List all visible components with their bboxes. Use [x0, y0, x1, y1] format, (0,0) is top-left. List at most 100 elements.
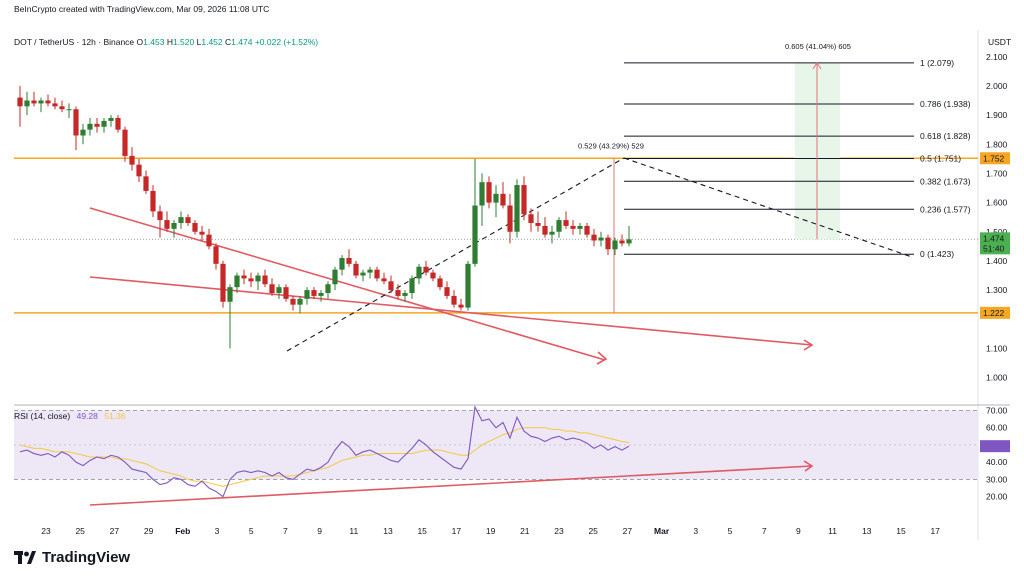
candle-body	[486, 182, 492, 203]
candle-body	[514, 185, 520, 232]
candle-body	[17, 97, 23, 107]
symbol-name[interactable]: DOT / TetherUS · 12h · Binance	[14, 37, 135, 47]
date-tick-label: 5	[728, 526, 733, 536]
candle-body	[101, 120, 107, 127]
date-tick-label: 3	[693, 526, 698, 536]
candle-body	[542, 225, 548, 235]
rsi-tick-label: 60.00	[986, 423, 1008, 433]
date-tick-label: 9	[796, 526, 801, 536]
rsi-value-badge	[980, 440, 1010, 453]
fib-level-label: 0 (1.423)	[920, 249, 954, 259]
current-price-label: 1.474	[983, 233, 1005, 243]
falling-dashed-line	[623, 157, 913, 258]
candle-body	[248, 278, 254, 282]
rising-dashed-line	[286, 157, 625, 352]
rsi-indicator-name[interactable]: RSI (14, close)	[14, 411, 71, 421]
date-tick-label: 23	[554, 526, 564, 536]
candle-body	[38, 100, 44, 104]
candle-body	[80, 129, 86, 136]
brand[interactable]: TradingView	[14, 549, 130, 566]
candle-body	[549, 231, 555, 235]
price-tick-label: 1.300	[986, 285, 1008, 295]
candle-body	[276, 287, 282, 293]
rsi-value: 49.28	[76, 411, 98, 421]
close-value: 1.474	[231, 37, 253, 47]
falling-trendline-1	[89, 207, 606, 361]
price-badge	[980, 152, 1010, 165]
date-tick-label: 3	[215, 526, 220, 536]
current-price-badge	[980, 232, 1010, 255]
measurement-label: 0.529 (43.29%) 529	[578, 142, 644, 151]
candle-body	[192, 223, 198, 232]
candle-body	[234, 275, 240, 288]
date-tick-label: 15	[896, 526, 906, 536]
rsi-tick-label: 70.00	[986, 405, 1008, 415]
symbol-legend: DOT / TetherUS · 12h · Binance O1.453 H1…	[14, 37, 318, 47]
price-badge	[980, 306, 1010, 319]
candle-body	[507, 205, 513, 232]
price-tick-label: 1.500	[986, 227, 1008, 237]
candle-body	[304, 290, 310, 299]
candle-body	[283, 287, 289, 299]
candle-body	[339, 258, 345, 270]
low-label: L	[196, 37, 202, 47]
date-tick-label: 15	[417, 526, 427, 536]
candle-body	[451, 295, 457, 305]
candle-body	[220, 263, 226, 302]
fib-level-label: 0.786 (1.938)	[920, 99, 971, 109]
candle-body	[157, 211, 163, 221]
candle-body	[227, 287, 233, 302]
price-tick-label: 1.400	[986, 256, 1008, 266]
price-tick-label: 1.800	[986, 139, 1008, 149]
candle-body	[178, 217, 184, 223]
date-tick-label: 21	[520, 526, 530, 536]
candle-body	[24, 100, 30, 107]
candle-body	[213, 246, 219, 264]
date-tick-label: 25	[588, 526, 598, 536]
candle-body	[437, 278, 443, 288]
candle-body	[598, 237, 604, 241]
candle-body	[150, 190, 156, 212]
candle-body	[626, 239, 632, 244]
date-tick-label: 17	[930, 526, 940, 536]
fib-level-label: 1 (2.079)	[920, 58, 954, 68]
rsi-tick-label: 20.00	[986, 492, 1008, 502]
candle-body	[577, 225, 583, 229]
candle-body	[402, 293, 408, 296]
candle-body	[367, 269, 373, 273]
trendline-arrowhead	[596, 351, 608, 365]
candle-body	[87, 123, 93, 130]
rsi-ma-line	[19, 427, 630, 487]
candle-body	[31, 100, 37, 104]
candle-body	[45, 100, 51, 104]
date-tick-label: 27	[623, 526, 633, 536]
tradingview-logo-icon	[14, 551, 36, 564]
candle-body	[164, 220, 170, 229]
date-tick-label: 27	[110, 526, 120, 536]
rsi-legend: RSI (14, close) 49.28 51.36	[14, 411, 126, 421]
falling-trendline-2	[89, 276, 813, 346]
candle-body	[346, 258, 352, 264]
candle-body	[94, 123, 100, 127]
candle-body	[381, 278, 387, 282]
close-label: C	[225, 37, 232, 47]
candle-body	[122, 129, 128, 156]
date-tick-label: Feb	[175, 526, 190, 536]
candle-body	[262, 275, 268, 285]
countdown-label: 51:40	[983, 243, 1005, 253]
date-tick-label: 13	[383, 526, 393, 536]
candle-body	[465, 263, 471, 308]
candle-body	[52, 103, 58, 107]
candle-body	[269, 284, 275, 293]
rsi-ma-value: 51.36	[104, 411, 126, 421]
candle-body	[584, 225, 590, 235]
fib-level-label: 0.382 (1.673)	[920, 176, 971, 186]
date-tick-label: 25	[75, 526, 85, 536]
fib-level-label: 0.236 (1.577)	[920, 204, 971, 214]
candle-body	[493, 193, 499, 203]
date-tick-label: 17	[452, 526, 462, 536]
change-value: +0.022 (+1.52%)	[254, 37, 319, 47]
candle-body	[374, 269, 380, 279]
candle-body	[332, 269, 338, 285]
